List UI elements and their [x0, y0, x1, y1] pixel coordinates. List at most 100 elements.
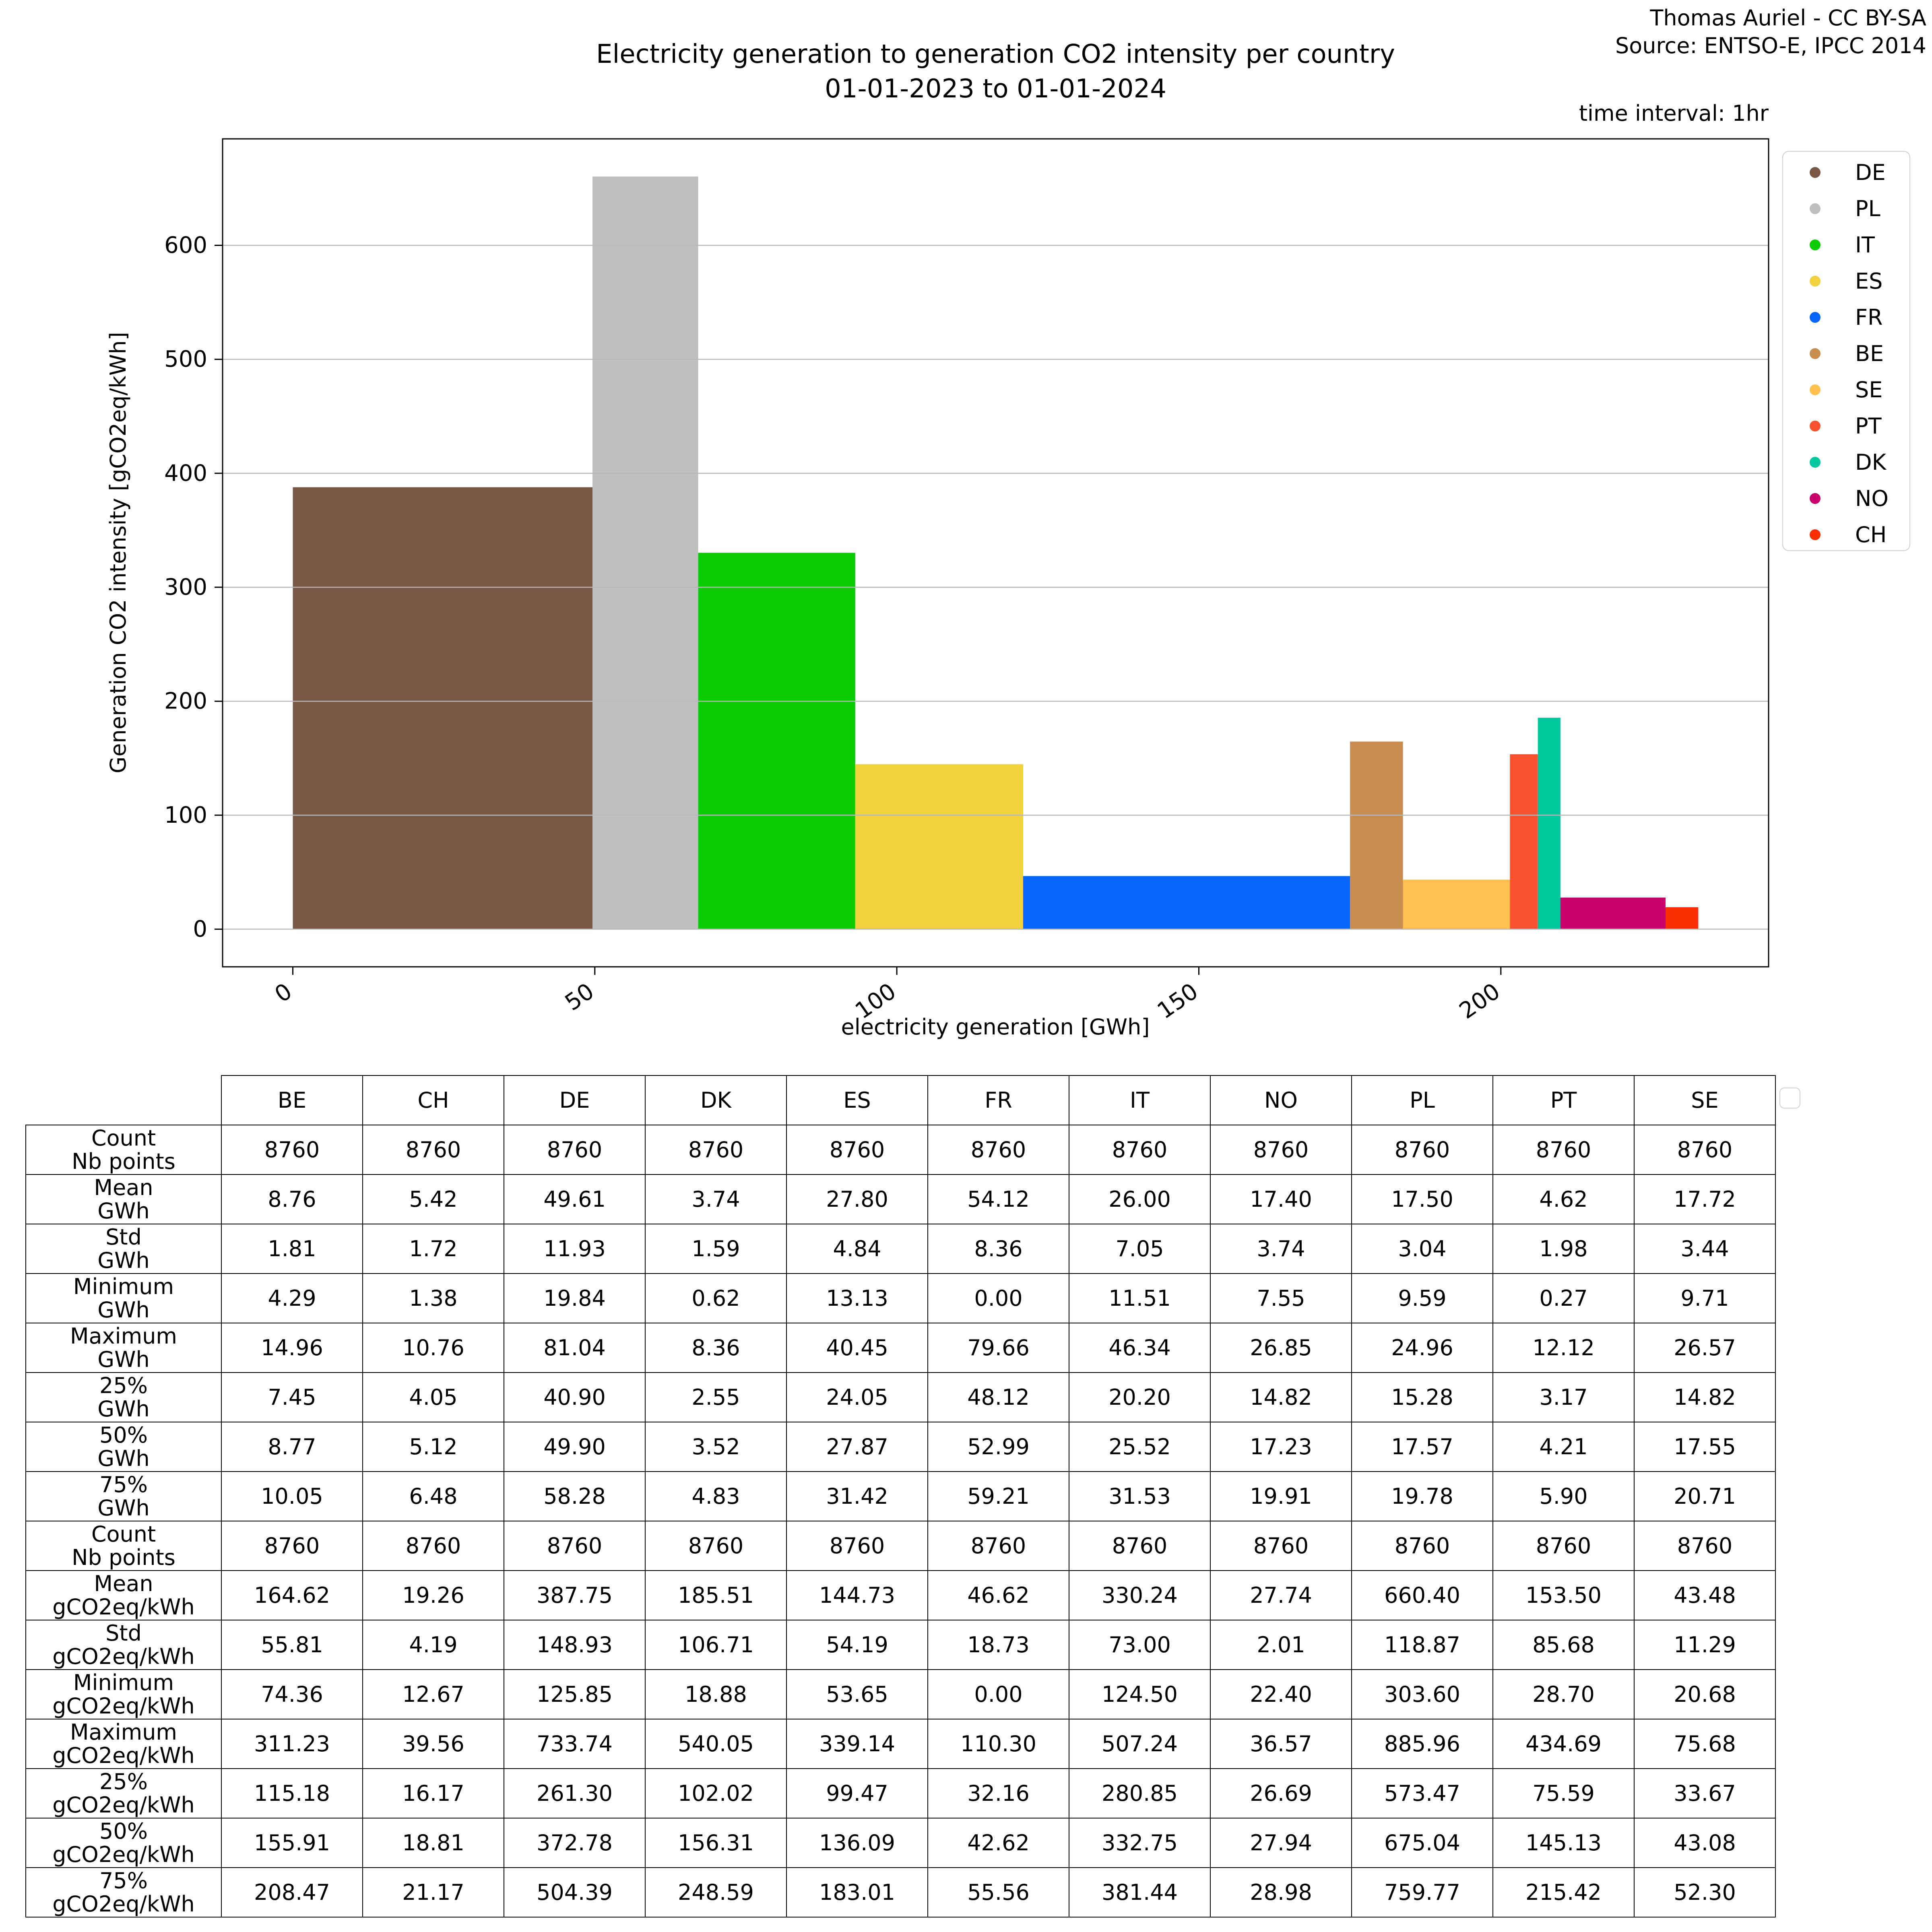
legend-item-DE: DE	[1783, 154, 1909, 190]
x-tick-label-0: 0	[270, 978, 297, 1008]
table-cell-PL-row11: 303.60	[1351, 1669, 1493, 1719]
stats-table-wrap: BE CH DE DK ES FR IT NO PL PT SE Count Nb points 8760…	[25, 1075, 1776, 1918]
table-cell-IT-row0: 8760	[1069, 1125, 1211, 1175]
grid-layer	[223, 245, 1769, 930]
table-cell-DE-row0: 8760	[504, 1125, 646, 1175]
table-cell-DE-row13: 261.30	[504, 1768, 646, 1818]
table-row-2: Std GWh 1.81 1.72 11.93 1.59 4.84 8.36 7.05 3.74 3…	[25, 1224, 1776, 1274]
table-cell-IT-row12: 507.24	[1069, 1719, 1211, 1769]
y-tick-label-100: 100	[164, 802, 207, 828]
table-cell-SE-row13: 33.67	[1634, 1768, 1776, 1818]
table-cell-DE-row4: 81.04	[504, 1323, 646, 1373]
row-label-Maximum-gCO2eq/kWh: Maximum gCO2eq/kWh	[25, 1719, 222, 1769]
table-cell-PT-row9: 153.50	[1492, 1570, 1635, 1620]
bars-layer	[293, 176, 1699, 929]
table-cell-DK-row6: 3.52	[645, 1422, 787, 1472]
table-cell-DE-row12: 733.74	[504, 1719, 646, 1769]
table-cell-DE-row5: 40.90	[504, 1372, 646, 1422]
table-cell-PT-row14: 145.13	[1492, 1818, 1635, 1868]
table-cell-DK-row10: 106.71	[645, 1620, 787, 1670]
bar-SE	[1403, 879, 1510, 929]
table-cell-BE-row14: 155.91	[221, 1818, 363, 1868]
table-cell-ES-row5: 24.05	[786, 1372, 928, 1422]
table-cell-PL-row9: 660.40	[1351, 1570, 1493, 1620]
bar-BE	[1350, 741, 1403, 929]
table-cell-IT-row11: 124.50	[1069, 1669, 1211, 1719]
table-cell-BE-row3: 4.29	[221, 1273, 363, 1323]
table-cell-PL-row6: 17.57	[1351, 1422, 1493, 1472]
y-tick-label-300: 300	[164, 574, 207, 601]
chart-title-block: Electricity generation to generation CO2…	[223, 37, 1769, 107]
table-cell-FR-row6: 52.99	[927, 1422, 1069, 1472]
table-cell-PT-row3: 0.27	[1492, 1273, 1635, 1323]
table-cell-DK-row0: 8760	[645, 1125, 787, 1175]
row-label-50%-gCO2eq/kWh: 50% gCO2eq/kWh	[25, 1818, 222, 1868]
table-cell-NO-row5: 14.82	[1210, 1372, 1352, 1422]
table-cell-DE-row11: 125.85	[504, 1669, 646, 1719]
table-cell-DK-row3: 0.62	[645, 1273, 787, 1323]
table-cell-PT-row11: 28.70	[1492, 1669, 1635, 1719]
table-cell-ES-row7: 31.42	[786, 1471, 928, 1521]
table-cell-PT-row6: 4.21	[1492, 1422, 1635, 1472]
table-cell-IT-row5: 20.20	[1069, 1372, 1211, 1422]
credit-author: Thomas Auriel - CC BY-SA	[1650, 5, 1926, 31]
legend-item-IT: IT	[1783, 227, 1909, 263]
table-cell-FR-row0: 8760	[927, 1125, 1069, 1175]
table-cell-BE-row15: 208.47	[221, 1867, 363, 1918]
legend: DE PL IT ES FR BE SE PT DK NO CH	[1782, 151, 1910, 551]
legend-item-DK: DK	[1783, 444, 1909, 480]
table-cell-DK-row4: 8.36	[645, 1323, 787, 1373]
table-row-15: 75% gCO2eq/kWh 208.47 21.17 504.39 248.59 183.…	[25, 1867, 1776, 1918]
table-cell-DE-row2: 11.93	[504, 1224, 646, 1274]
table-cell-BE-row6: 8.77	[221, 1422, 363, 1472]
bar-DK	[1538, 718, 1560, 929]
chart-title: Electricity generation to generation CO2…	[596, 39, 1395, 69]
table-cell-FR-row9: 46.62	[927, 1570, 1069, 1620]
table-cell-PT-row5: 3.17	[1492, 1372, 1635, 1422]
table-cell-DK-row7: 4.83	[645, 1471, 787, 1521]
table-cell-DK-row9: 185.51	[645, 1570, 787, 1620]
row-label-75%-GWh: 75% GWh	[25, 1471, 222, 1521]
column-header-FR: FR	[927, 1075, 1069, 1125]
table-cell-ES-row14: 136.09	[786, 1818, 928, 1868]
legend-label: PT	[1855, 413, 1882, 439]
column-header-PL: PL	[1351, 1075, 1493, 1125]
table-cell-CH-row5: 4.05	[362, 1372, 504, 1422]
table-cell-DK-row2: 1.59	[645, 1224, 787, 1274]
table-cell-NO-row12: 36.57	[1210, 1719, 1352, 1769]
table-cell-SE-row6: 17.55	[1634, 1422, 1776, 1472]
legend-dot-icon	[1810, 167, 1821, 178]
legend-label: SE	[1855, 377, 1883, 402]
table-cell-SE-row15: 52.30	[1634, 1867, 1776, 1918]
row-label-Maximum-GWh: Maximum GWh	[25, 1323, 222, 1373]
table-cell-BE-row7: 10.05	[221, 1471, 363, 1521]
table-cell-NO-row15: 28.98	[1210, 1867, 1352, 1918]
table-cell-PT-row0: 8760	[1492, 1125, 1635, 1175]
row-label-Std-gCO2eq/kWh: Std gCO2eq/kWh	[25, 1620, 222, 1670]
table-cell-NO-row1: 17.40	[1210, 1174, 1352, 1224]
table-row-6: 50% GWh 8.77 5.12 49.90 3.52 27.87 52.99 25.52 17…	[25, 1422, 1776, 1472]
legend-item-PL: PL	[1783, 190, 1909, 227]
table-cell-NO-row2: 3.74	[1210, 1224, 1352, 1274]
table-cell-FR-row7: 59.21	[927, 1471, 1069, 1521]
table-cell-IT-row15: 381.44	[1069, 1867, 1211, 1918]
table-cell-DK-row14: 156.31	[645, 1818, 787, 1868]
column-header-DE: DE	[504, 1075, 646, 1125]
bar-DE	[293, 487, 592, 929]
table-cell-ES-row13: 99.47	[786, 1768, 928, 1818]
table-cell-SE-row1: 17.72	[1634, 1174, 1776, 1224]
legend-label: ES	[1855, 268, 1883, 294]
table-cell-NO-row3: 7.55	[1210, 1273, 1352, 1323]
table-cell-ES-row11: 53.65	[786, 1669, 928, 1719]
table-cell-SE-row11: 20.68	[1634, 1669, 1776, 1719]
table-cell-SE-row4: 26.57	[1634, 1323, 1776, 1373]
table-cell-PT-row4: 12.12	[1492, 1323, 1635, 1373]
table-cell-PT-row7: 5.90	[1492, 1471, 1635, 1521]
table-cell-IT-row14: 332.75	[1069, 1818, 1211, 1868]
table-cell-DE-row9: 387.75	[504, 1570, 646, 1620]
table-cell-PL-row15: 759.77	[1351, 1867, 1493, 1918]
table-cell-CH-row11: 12.67	[362, 1669, 504, 1719]
time-interval-note: time interval: 1hr	[1579, 101, 1769, 126]
table-cell-NO-row0: 8760	[1210, 1125, 1352, 1175]
